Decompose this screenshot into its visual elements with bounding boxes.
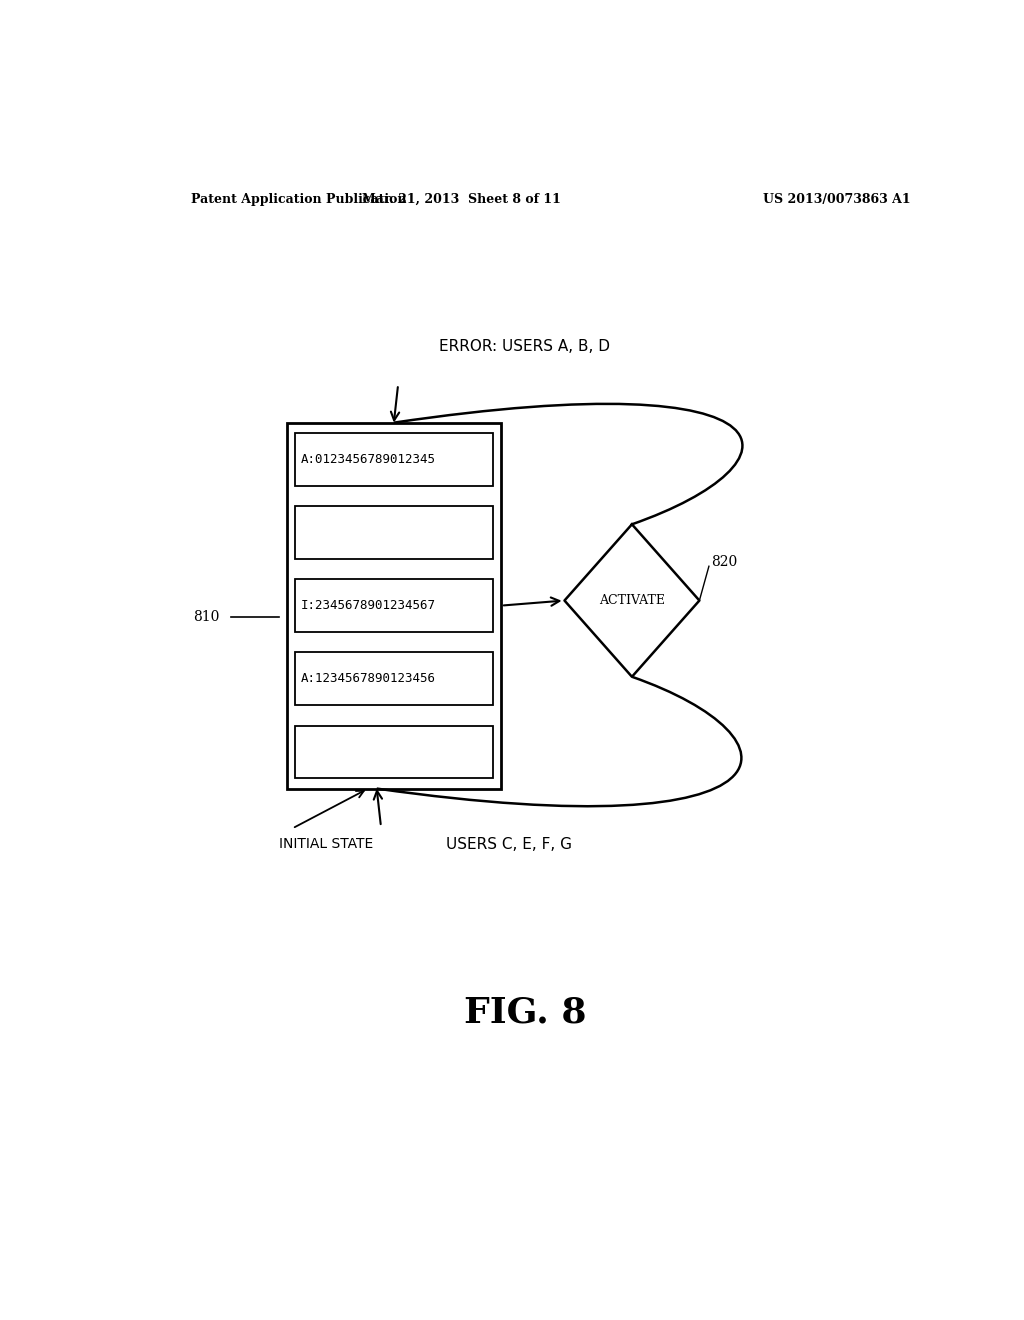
Text: I:2345678901234567: I:2345678901234567: [301, 599, 436, 612]
Text: ACTIVATE: ACTIVATE: [599, 594, 665, 607]
Text: ERROR: USERS A, B, D: ERROR: USERS A, B, D: [439, 339, 610, 354]
Text: FIG. 8: FIG. 8: [464, 995, 586, 1030]
Text: A:0123456789012345: A:0123456789012345: [301, 453, 436, 466]
Bar: [295, 506, 494, 558]
Text: US 2013/0073863 A1: US 2013/0073863 A1: [763, 193, 910, 206]
Text: Patent Application Publication: Patent Application Publication: [191, 193, 407, 206]
Polygon shape: [564, 524, 699, 677]
Bar: [295, 579, 494, 632]
Text: 810: 810: [193, 610, 219, 623]
Text: A:1234567890123456: A:1234567890123456: [301, 672, 436, 685]
Text: INITIAL STATE: INITIAL STATE: [279, 837, 373, 851]
Text: Mar. 21, 2013  Sheet 8 of 11: Mar. 21, 2013 Sheet 8 of 11: [361, 193, 561, 206]
Bar: [295, 652, 494, 705]
Bar: [295, 433, 494, 486]
Bar: [287, 422, 501, 788]
Text: USERS C, E, F, G: USERS C, E, F, G: [445, 837, 572, 851]
Bar: [295, 726, 494, 779]
Text: 820: 820: [712, 556, 737, 569]
